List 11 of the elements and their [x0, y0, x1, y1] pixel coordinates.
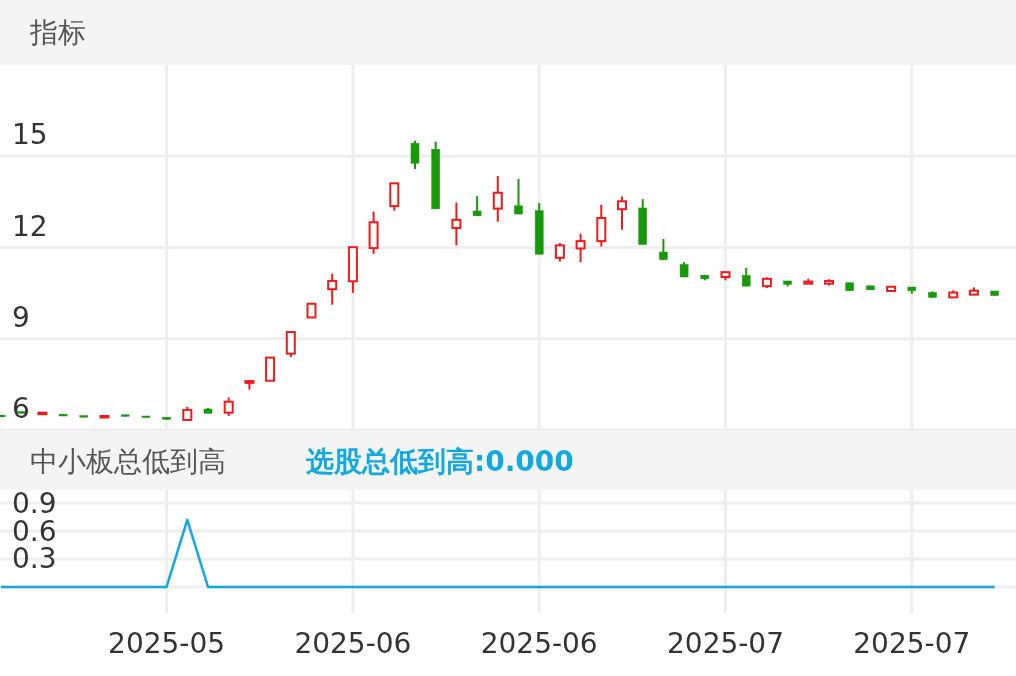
chart-title: 指标	[29, 16, 86, 49]
x-tick-label: 2025-05	[108, 626, 226, 660]
x-tick-label: 2025-06	[294, 626, 412, 660]
chart-title: 中小板总低到高	[30, 444, 226, 478]
y-tick-label: 15	[12, 118, 48, 152]
x-tick-label: 2025-06	[480, 626, 598, 660]
x-tick-label: 2025-07	[853, 626, 971, 660]
text: 选股总低到高:0.000	[305, 444, 574, 478]
y-tick-label: 9	[12, 300, 30, 334]
x-tick-label: 2025-07	[667, 626, 784, 660]
y-tick-label: 12	[12, 209, 48, 243]
